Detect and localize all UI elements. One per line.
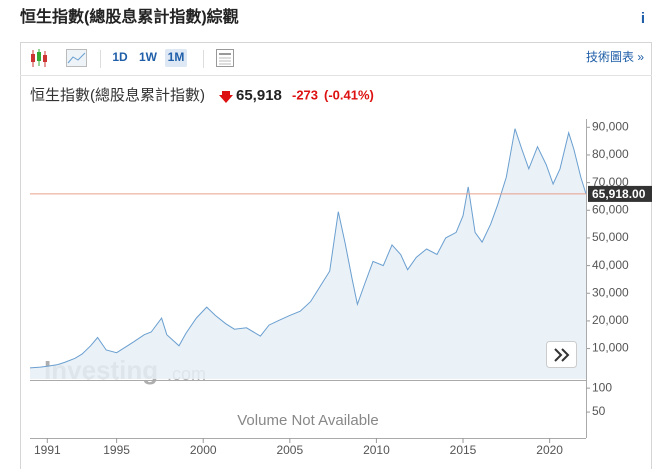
y-tick-label: 60,000: [592, 202, 629, 216]
scroll-button[interactable]: [546, 341, 577, 368]
y-tick-label: 40,000: [592, 258, 629, 272]
x-tick-label: 2015: [450, 443, 477, 457]
volume-y-tick-label: 50: [592, 404, 606, 418]
range-button[interactable]: 1D: [112, 50, 128, 64]
volume-y-tick-label: 100: [592, 380, 612, 394]
range-button[interactable]: 1M: [168, 50, 185, 64]
info-icon[interactable]: i: [641, 10, 645, 27]
instrument-name: 恒生指數(總股息累計指數): [30, 86, 205, 104]
x-tick-label: 1991: [34, 443, 61, 457]
advanced-chart-link[interactable]: 技術圖表 »: [586, 50, 644, 64]
area-icon[interactable]: [66, 49, 87, 67]
y-tick-label: 50,000: [592, 230, 629, 244]
y-tick-label: 90,000: [592, 119, 629, 133]
range-active: [165, 49, 187, 67]
range-button[interactable]: 1W: [139, 50, 158, 64]
page-title: 恒生指數(總股息累計指數)綜觀: [20, 7, 239, 26]
price-line: [29, 128, 587, 369]
y-tick-label: 70,000: [592, 175, 629, 189]
x-tick-label: 1995: [103, 443, 130, 457]
down-arrow: [219, 91, 233, 103]
layout-icon[interactable]: [216, 49, 234, 67]
x-tick-label: 2010: [363, 443, 390, 457]
last-price-label: 65,918.00: [592, 187, 646, 201]
x-tick-label: 2005: [276, 443, 303, 457]
x-tick-label: 2000: [190, 443, 217, 457]
y-tick-label: 10,000: [592, 341, 629, 355]
plot: Investing.com10,00020,00030,00040,00050,…: [29, 119, 629, 457]
change-percent: (-0.41%): [324, 87, 374, 102]
change: -273: [292, 87, 318, 102]
last-price-box: [588, 185, 652, 202]
y-tick-label: 30,000: [592, 285, 629, 299]
area: [30, 128, 586, 379]
x-tick-label: 2020: [536, 443, 563, 457]
volume-note: Volume Not Available: [237, 412, 378, 429]
candle-icon[interactable]: [31, 49, 47, 67]
y-tick-label: 80,000: [592, 147, 629, 161]
price: 65,918: [236, 87, 282, 104]
y-tick-label: 20,000: [592, 313, 629, 327]
